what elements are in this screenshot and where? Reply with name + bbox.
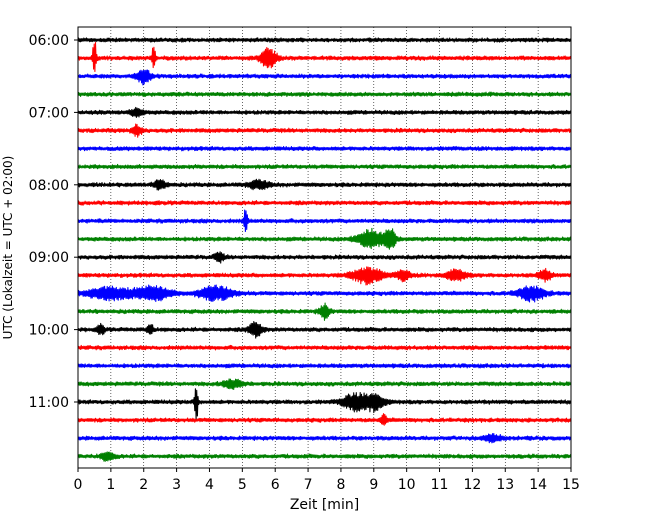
seismogram-trace — [77, 163, 572, 170]
seismogram-trace — [77, 344, 572, 351]
seismogram-trace — [77, 413, 572, 426]
x-tick-label: 13 — [496, 477, 514, 493]
seismogram-trace — [77, 321, 572, 339]
y-axis-label: UTC (Lokalzeit = UTC + 02:00) — [1, 156, 15, 340]
x-tick-label: 0 — [74, 477, 83, 493]
x-tick-label: 6 — [271, 477, 280, 493]
seismogram-trace — [77, 251, 572, 264]
seismogram-trace — [77, 42, 572, 73]
seismogram-trace — [77, 106, 572, 118]
seismogram-trace — [77, 388, 572, 420]
seismogram-trace — [77, 123, 572, 138]
x-tick-label: 11 — [431, 477, 449, 493]
y-tick-label: 06:00 — [29, 33, 69, 49]
x-axis-label: Zeit [min] — [290, 497, 359, 513]
seismogram-trace — [77, 69, 572, 86]
seismogram-trace — [77, 200, 572, 206]
x-tick-label: 4 — [205, 477, 214, 493]
seismogram-trace — [77, 432, 572, 444]
seismogram-trace — [77, 378, 572, 390]
x-tick-label: 1 — [106, 477, 115, 493]
x-tick-label: 3 — [172, 477, 181, 493]
x-tick-label: 5 — [238, 477, 247, 493]
x-tick-label: 2 — [139, 477, 148, 493]
seismogram-trace — [77, 209, 572, 233]
seismogram-trace — [77, 451, 572, 462]
seismogram-trace — [77, 178, 572, 191]
trace-series — [77, 37, 572, 462]
seismogram-trace — [77, 363, 572, 369]
x-tick-label: 12 — [463, 477, 481, 493]
seismogram-trace — [77, 37, 572, 43]
seismogram-trace — [77, 91, 572, 98]
x-tick-label: 9 — [369, 477, 378, 493]
x-tick-label: 14 — [529, 477, 547, 493]
seismogram-trace — [77, 145, 572, 152]
seismogram-trace — [77, 284, 572, 303]
seismogram-trace — [77, 227, 572, 250]
y-tick-label: 09:00 — [29, 250, 69, 266]
plot-frame — [77, 26, 572, 469]
y-tick-label: 10:00 — [29, 323, 69, 339]
y-tick-label: 11:00 — [29, 395, 69, 411]
x-tick-label: 7 — [304, 477, 313, 493]
x-tick-label: 8 — [336, 477, 345, 493]
x-tick-label: 15 — [562, 477, 580, 493]
seismogram-trace — [77, 266, 572, 286]
seismogram-trace — [77, 302, 572, 321]
axis-ticks: 0 1 2 3 4 5 6 7 8 9 10 11 12 13 14 1506:0007:0008:0009:… — [29, 33, 580, 493]
y-tick-label: 08:00 — [29, 178, 69, 194]
x-tick-label: 10 — [398, 477, 416, 493]
y-tick-label: 07:00 — [29, 105, 69, 121]
